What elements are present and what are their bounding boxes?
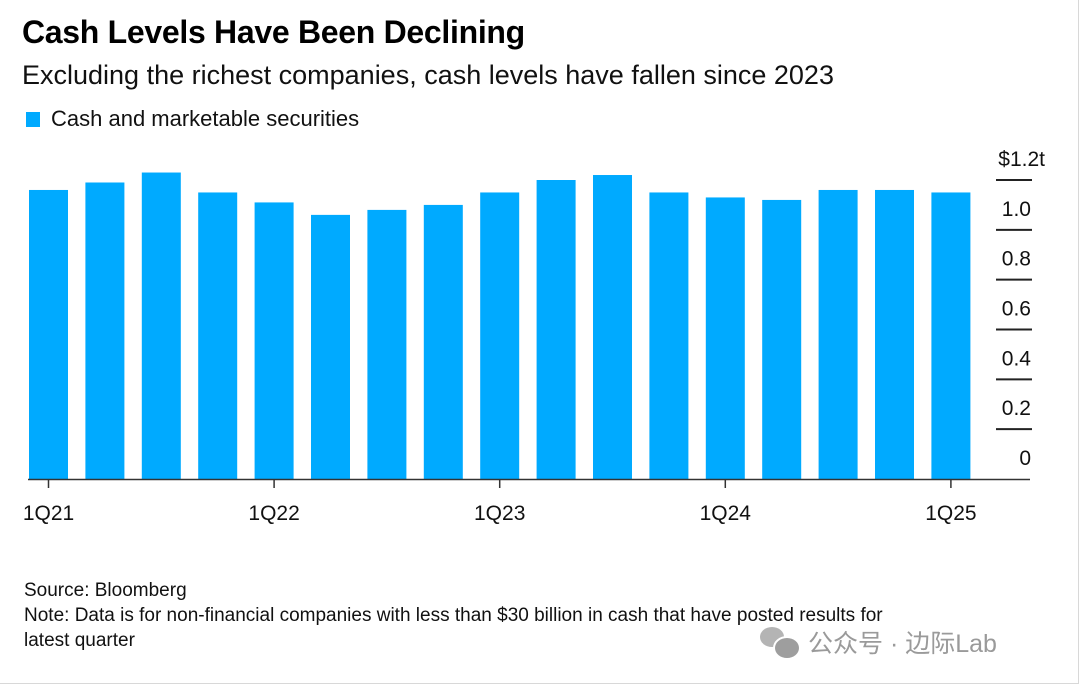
x-axis: 1Q21 1Q22 1Q23 1Q24 1Q25: [23, 478, 1030, 525]
bar-2Q22: [311, 214, 350, 479]
y-tick-label: 1.0: [1002, 198, 1031, 221]
watermark: 公众号 · 边际Lab: [760, 624, 997, 660]
legend-swatch: [26, 111, 40, 127]
x-tick-label: 1Q23: [474, 502, 525, 525]
wechat-icon: [760, 625, 801, 660]
bar-2Q21: [85, 182, 125, 479]
bar-1Q24: [705, 197, 745, 480]
bar-chart: 00.20.40.60.81.0$1.2t 1Q21 1Q22 1Q23 1Q24 1Q…: [23, 148, 1045, 525]
note-line-1: Note: Data is for non-financial companie…: [24, 605, 883, 626]
bar-2Q24: [762, 199, 802, 479]
source-note: Source: Bloomberg: [24, 580, 187, 601]
note-line-2: latest quarter: [24, 630, 135, 651]
bar-4Q24: [875, 189, 914, 479]
chart-subtitle: Excluding the richest companies, cash le…: [22, 60, 834, 90]
bar-1Q22: [254, 202, 294, 480]
x-tick-label: 1Q25: [925, 502, 976, 525]
bar-3Q24: [818, 189, 858, 479]
bar-3Q23: [593, 175, 632, 479]
bars-group: [29, 172, 971, 480]
footer: Source: Bloomberg Note: Data is for non-…: [24, 578, 883, 653]
watermark-text: 公众号 · 边际Lab: [808, 630, 997, 658]
chart-title: Cash Levels Have Been Declining: [22, 14, 525, 50]
x-tick-label: 1Q22: [248, 502, 299, 525]
bar-3Q21: [141, 172, 181, 479]
bar-3Q22: [367, 209, 407, 479]
bar-1Q21: [29, 189, 68, 479]
y-tick-label: 0: [1019, 447, 1031, 470]
legend-label: Cash and marketable securities: [51, 106, 360, 131]
bar-4Q21: [198, 192, 238, 480]
x-tick-label: 1Q24: [700, 502, 752, 525]
y-tick-label: 0.8: [1002, 248, 1031, 271]
bar-1Q23: [480, 192, 520, 480]
bar-4Q23: [649, 192, 689, 480]
y-tick-label: 0.4: [1002, 347, 1032, 370]
y-axis: 0 0.2 0.4 0.6 0.8 1.0 $1.2t: [996, 148, 1045, 470]
x-tick-label: 1Q21: [23, 502, 74, 525]
y-tick-label: 0.6: [1002, 298, 1031, 321]
legend: Cash and marketable securities: [26, 106, 359, 132]
bar-1Q25: [931, 192, 971, 480]
y-tick-label: $1.2t: [998, 148, 1045, 171]
bar-4Q22: [423, 204, 463, 479]
bar-2Q23: [536, 180, 576, 479]
y-tick-label: 0.2: [1002, 397, 1031, 420]
